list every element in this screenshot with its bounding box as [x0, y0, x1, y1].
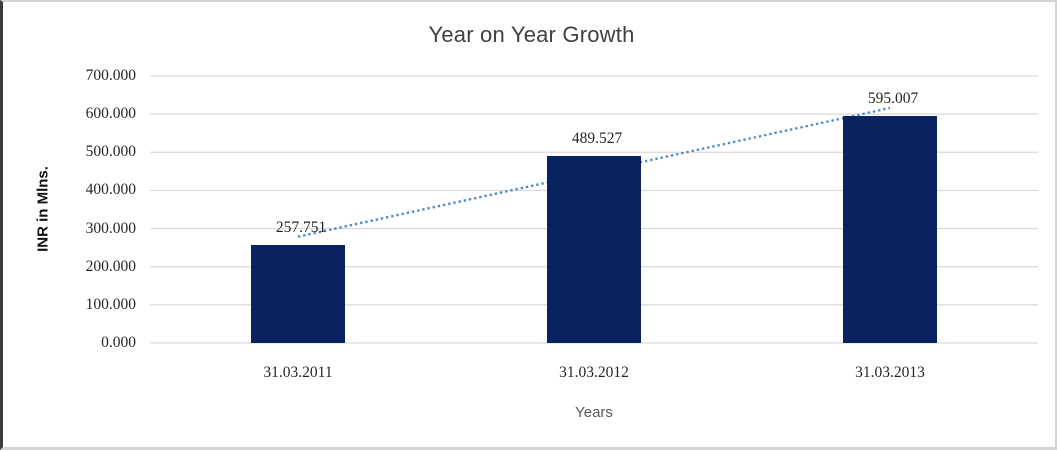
data-label: 257.751: [275, 218, 327, 236]
x-axis-title: Years: [575, 404, 613, 421]
y-tick-label: 300.000: [85, 219, 136, 237]
y-tick-label: 0.000: [101, 334, 136, 351]
y-tick-label: 100.000: [85, 295, 136, 313]
data-label: 489.527: [571, 130, 623, 148]
y-axis-title: INR in Mlns.: [34, 166, 52, 252]
bar-31.03.2011: [251, 244, 345, 343]
y-tick-label: 200.000: [85, 257, 136, 275]
chart-title: Year on Year Growth: [428, 22, 635, 47]
x-tick-label: 31.03.2011: [263, 364, 333, 381]
y-tick-label: 700.000: [85, 67, 136, 84]
y-tick-label: 600.000: [85, 105, 136, 123]
bar-31.03.2012: [547, 156, 641, 343]
y-tick-label: 400.000: [85, 181, 136, 199]
x-tick-label: 31.03.2013: [855, 364, 925, 381]
bar-31.03.2013: [843, 116, 937, 343]
x-tick-label: 31.03.2012: [559, 364, 629, 381]
data-label: 595.007: [867, 90, 919, 108]
y-tick-label: 500.000: [85, 143, 136, 161]
